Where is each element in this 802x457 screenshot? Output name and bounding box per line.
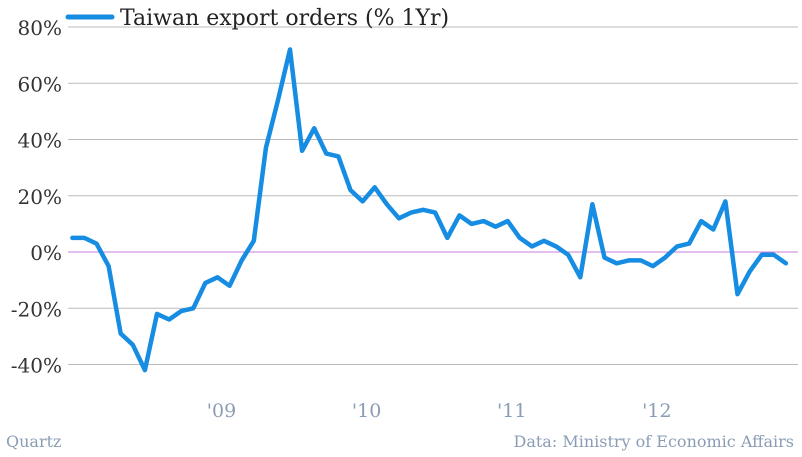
x-axis-tick-labels: '09 '10 '11 '12 [207,400,672,422]
x-tick-label: '12 [642,400,671,422]
y-tick-label: -20% [11,297,62,321]
x-tick-label: '10 [352,400,381,422]
x-tick-label: '09 [207,400,236,422]
source-credit-quartz: Quartz [6,432,62,451]
y-tick-label: 0% [30,241,62,265]
legend-label: Taiwan export orders (% 1Yr) [120,6,449,31]
x-tick-label: '11 [497,400,526,422]
y-tick-label: 40% [18,129,62,153]
y-tick-label: -40% [11,354,62,378]
y-tick-label: 20% [18,185,62,209]
series-line [70,47,789,373]
legend: Taiwan export orders (% 1Yr) [65,6,449,31]
series-taiwan-export-orders [70,47,789,373]
y-tick-label: 80% [18,16,62,40]
source-credit-data: Data: Ministry of Economic Affairs [513,432,795,451]
y-tick-label: 60% [18,72,62,96]
y-axis-tick-labels: 80% 60% 40% 20% 0% -20% -40% [11,16,62,378]
